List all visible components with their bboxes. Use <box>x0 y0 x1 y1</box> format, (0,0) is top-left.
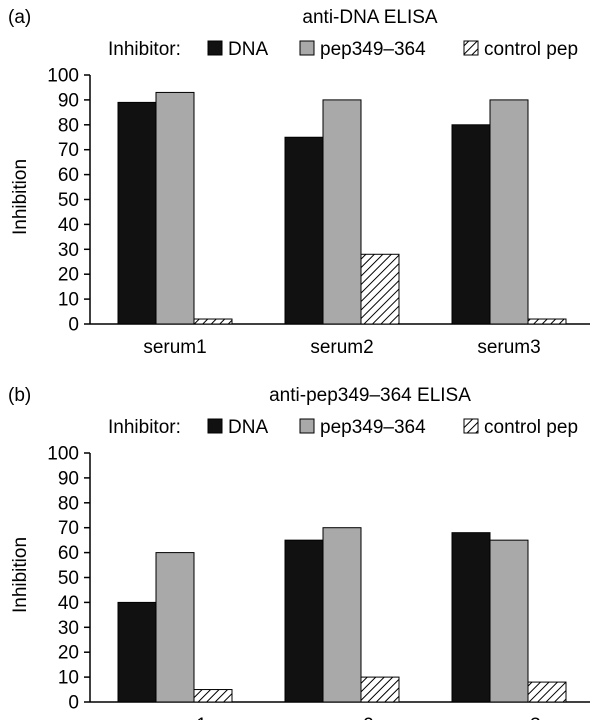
y-tick-label: 80 <box>58 493 79 514</box>
panel-label: (b) <box>8 385 31 406</box>
legend-label: DNA <box>228 417 268 438</box>
bar-pep349-364-serum1 <box>155 552 195 703</box>
legend-swatch <box>207 40 223 56</box>
x-category-label: serum3 <box>477 337 540 358</box>
panel-label: (a) <box>8 7 31 28</box>
bar-control-pep-serum2 <box>360 253 400 325</box>
legend-label: pep349–364 <box>320 39 426 60</box>
x-category-label: serum1 <box>143 337 206 358</box>
legend-swatch <box>463 40 479 56</box>
legend-label: pep349–364 <box>320 417 426 438</box>
bar-control-pep-serum1 <box>193 318 233 325</box>
bar-pep349-364-serum2 <box>322 99 362 325</box>
y-tick-label: 0 <box>68 693 79 714</box>
legend-label: control pep <box>484 39 578 60</box>
chart-panel-b: (b) anti-pep349–364 ELISA Inhibitor: DNA… <box>8 385 590 720</box>
chart-title: anti-DNA ELISA <box>302 7 437 28</box>
x-category-label: serum3 <box>477 715 540 720</box>
bar-dna-serum3 <box>451 124 491 325</box>
bar-pep349-364-serum3 <box>489 99 529 325</box>
chart-panel-a: (a) anti-DNA ELISA Inhibitor: DNA pep349–… <box>8 7 590 358</box>
y-axis-label: Inhibition <box>10 537 31 613</box>
y-tick-label: 20 <box>58 265 79 286</box>
bar-control-pep-serum3 <box>527 681 567 703</box>
bar-dna-serum2 <box>284 136 324 325</box>
legend: Inhibitor: DNA pep349–364 control pep <box>108 39 578 60</box>
y-tick-label: 60 <box>58 543 79 564</box>
bar-dna-serum3 <box>451 532 491 703</box>
y-tick-label: 90 <box>58 468 79 489</box>
y-axis-label: Inhibition <box>10 159 31 235</box>
y-tick-label: 40 <box>58 593 79 614</box>
bar-dna-serum1 <box>117 101 157 325</box>
y-tick-label: 20 <box>58 643 79 664</box>
bar-control-pep-serum2 <box>360 676 400 703</box>
y-tick-label: 30 <box>58 240 79 261</box>
legend-label: DNA <box>228 39 268 60</box>
legend-label: control pep <box>484 417 578 438</box>
bar-control-pep-serum1 <box>193 689 233 703</box>
legend-swatch <box>463 418 479 434</box>
x-category-label: serum2 <box>310 337 373 358</box>
legend-title: Inhibitor: <box>108 39 181 60</box>
y-tick-label: 70 <box>58 518 79 539</box>
y-tick-label: 0 <box>68 315 79 336</box>
legend-swatch <box>299 40 315 56</box>
y-tick-label: 90 <box>58 90 79 111</box>
bar-dna-serum1 <box>117 601 157 703</box>
x-category-label: serum2 <box>310 715 373 720</box>
y-tick-label: 10 <box>58 668 79 689</box>
legend-swatch <box>299 418 315 434</box>
y-tick-label: 50 <box>58 568 79 589</box>
chart-title: anti-pep349–364 ELISA <box>269 385 471 406</box>
y-tick-label: 10 <box>58 290 79 311</box>
bar-dna-serum2 <box>284 539 324 703</box>
legend-title: Inhibitor: <box>108 417 181 438</box>
y-tick-label: 50 <box>58 190 79 211</box>
y-tick-label: 100 <box>47 444 79 465</box>
y-tick-label: 80 <box>58 115 79 136</box>
y-tick-label: 30 <box>58 618 79 639</box>
y-tick-label: 100 <box>47 66 79 87</box>
y-tick-label: 40 <box>58 215 79 236</box>
y-tick-label: 70 <box>58 140 79 161</box>
bar-pep349-364-serum3 <box>489 539 529 703</box>
legend: Inhibitor: DNA pep349–364 control pep <box>108 417 578 438</box>
bar-pep349-364-serum2 <box>322 527 362 703</box>
legend-swatch <box>207 418 223 434</box>
bar-pep349-364-serum1 <box>155 91 195 325</box>
x-category-label: serum1 <box>143 715 206 720</box>
bar-control-pep-serum3 <box>527 318 567 325</box>
y-tick-label: 60 <box>58 165 79 186</box>
